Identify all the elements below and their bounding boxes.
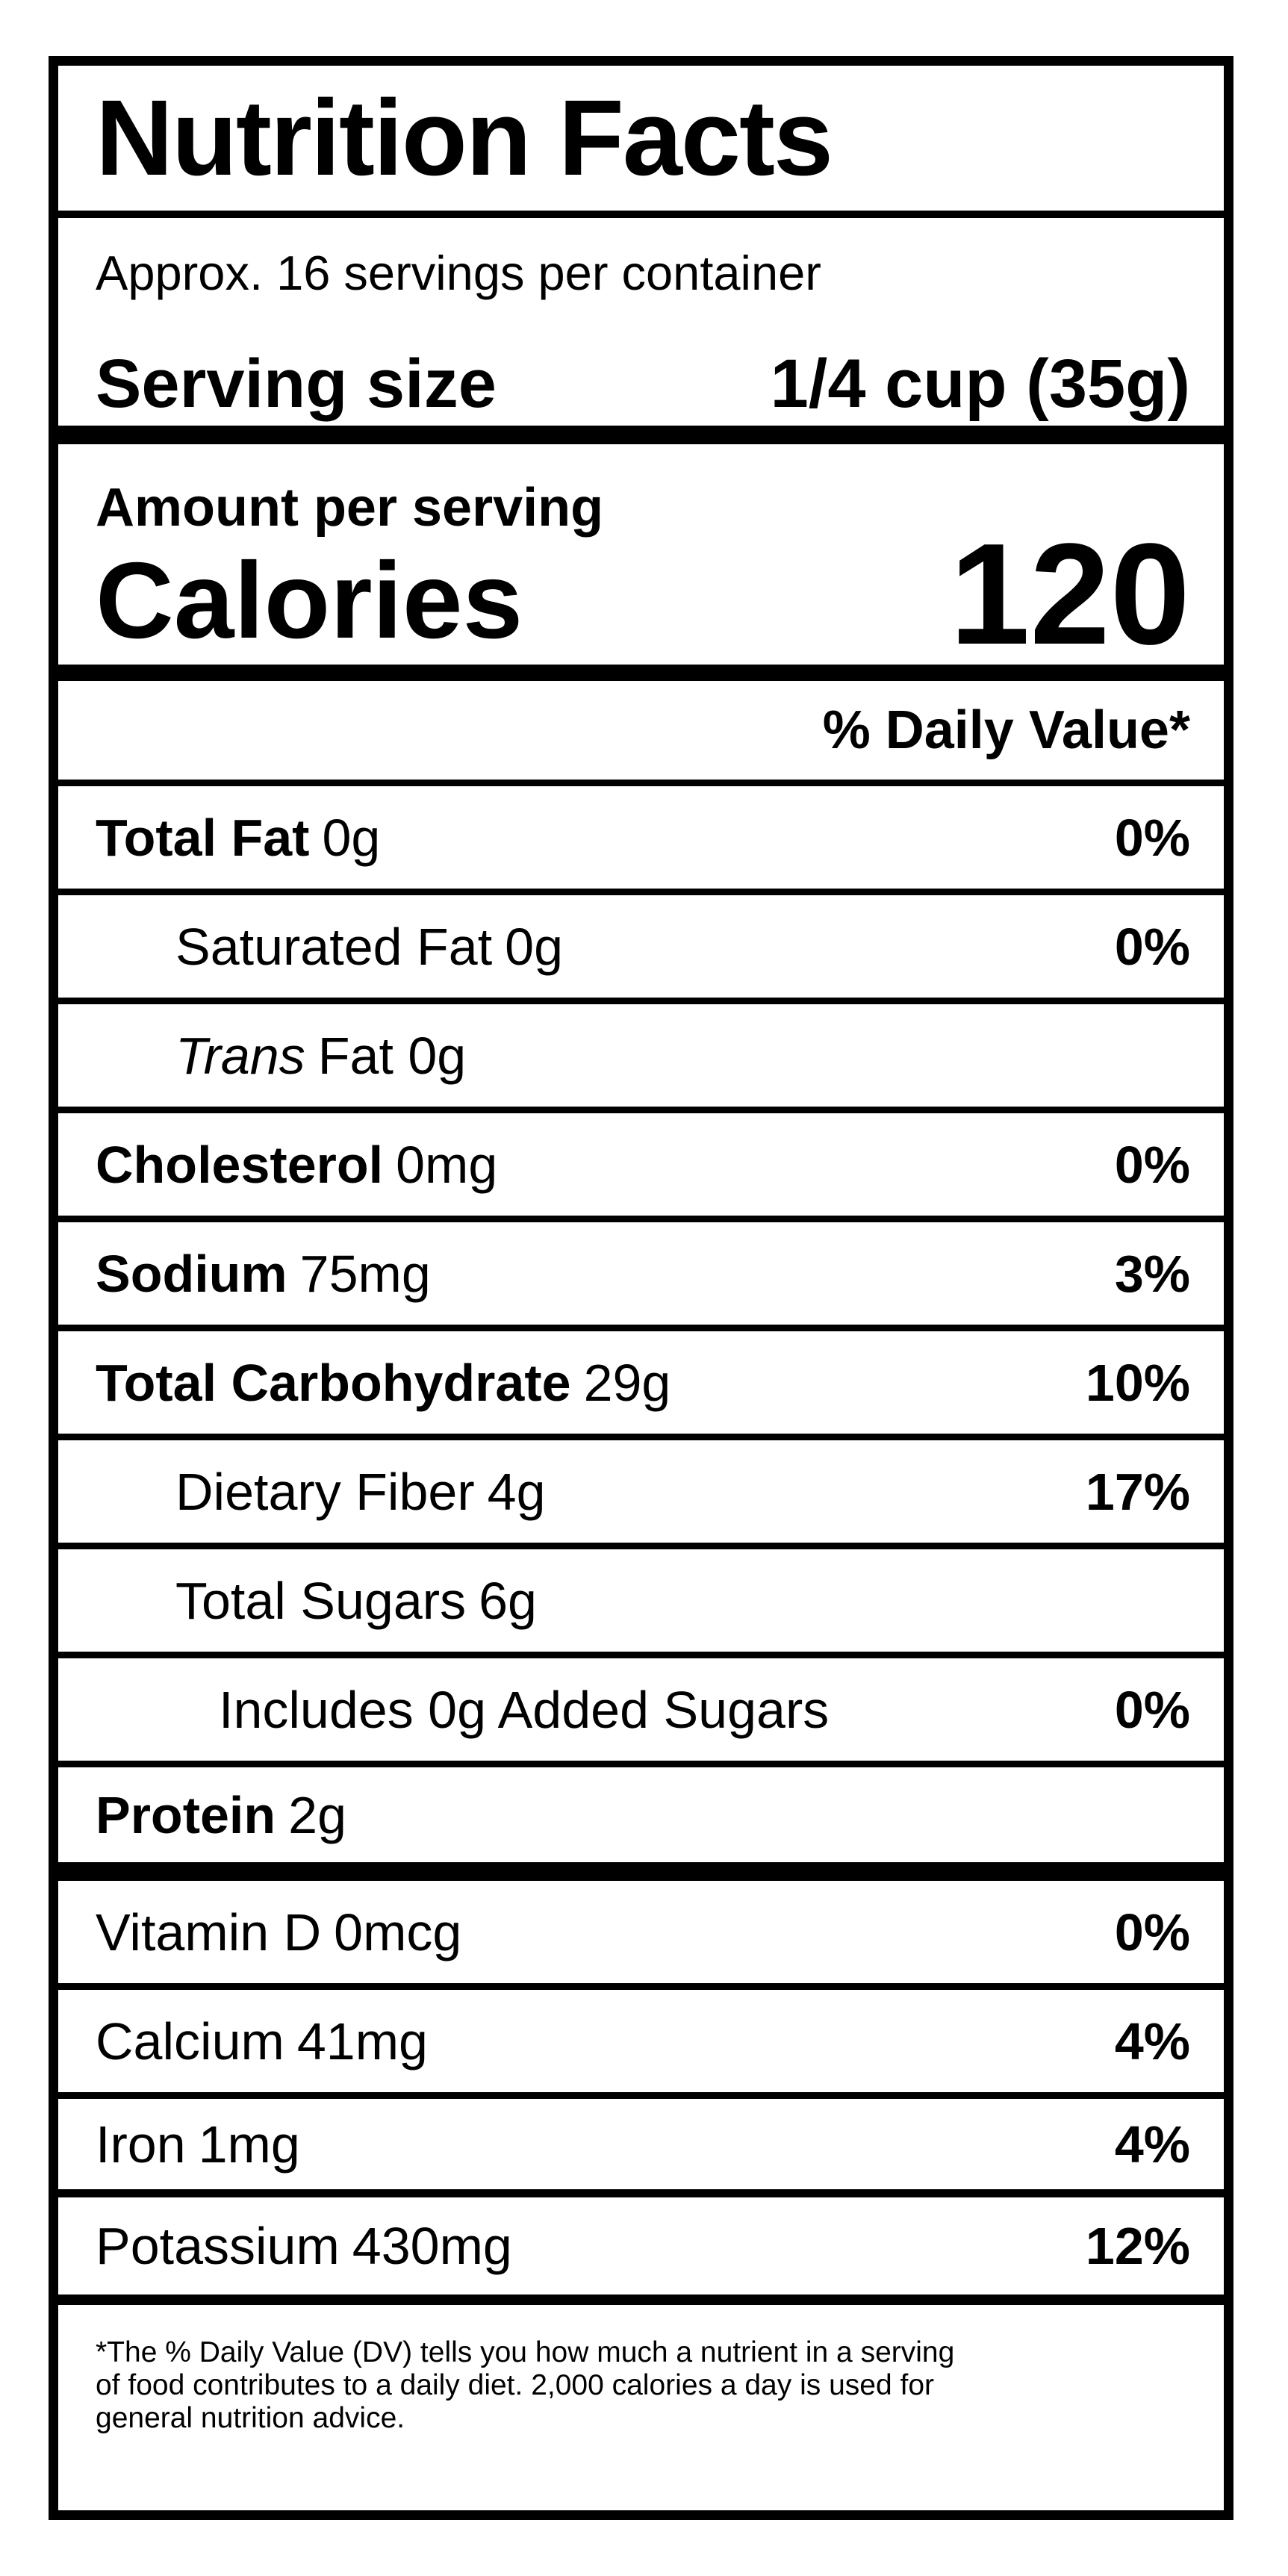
- nutrient-text: Protein 2g: [96, 1789, 346, 1841]
- nutrient-name: Potassium: [96, 2217, 340, 2275]
- nutrient-name: Iron: [96, 2115, 186, 2174]
- nutrition-facts-label: Nutrition Facts Approx. 16 servings per …: [49, 56, 1233, 2520]
- nutrient-name: Vitamin D: [96, 1903, 322, 1961]
- nutrient-text: Vitamin D 0mcg: [96, 1906, 461, 1959]
- nutrient-dv: 12%: [1085, 2217, 1190, 2275]
- label-title: Nutrition Facts: [96, 78, 833, 198]
- nutrient-name: Trans: [175, 1026, 305, 1085]
- nutrient-dv: 17%: [1085, 1462, 1190, 1521]
- nutrient-dv: 0%: [1114, 808, 1190, 867]
- nutrient-name: Saturated Fat: [175, 917, 493, 976]
- serving-size-label: Serving size: [96, 346, 497, 422]
- nutrient-text: Calcium 41mg: [96, 2015, 428, 2068]
- nutrient-row-calcium: Calcium 41mg 4%: [58, 1990, 1224, 2099]
- nutrient-row-total-carbohydrate: Total Carbohydrate 29g 10%: [58, 1331, 1224, 1440]
- nutrient-text: Sodium 75mg: [96, 1248, 431, 1300]
- footnote-line: of food contributes to a daily diet. 2,0…: [96, 2369, 935, 2401]
- calories-section: Amount per serving Calories 120: [58, 444, 1224, 681]
- nutrient-amount: 75mg: [299, 1244, 431, 1303]
- nutrient-text: Trans Fat 0g: [96, 1030, 466, 1082]
- calories-left-block: Amount per serving Calories: [96, 478, 604, 662]
- footnote-line: general nutrition advice.: [96, 2402, 405, 2434]
- nutrient-dv: 4%: [1114, 2115, 1190, 2174]
- nutrient-name: Sodium: [96, 1244, 287, 1303]
- nutrient-amount: 430mg: [352, 2217, 512, 2275]
- nutrient-row-dietary-fiber: Dietary Fiber 4g 17%: [58, 1440, 1224, 1549]
- nutrient-name: Includes 0g Added Sugars: [219, 1680, 830, 1739]
- nutrient-amount: 0g: [505, 917, 564, 976]
- nutrient-row-total-fat: Total Fat 0g 0%: [58, 786, 1224, 895]
- nutrient-dv: 10%: [1085, 1353, 1190, 1412]
- nutrient-amount: Fat 0g: [317, 1026, 467, 1085]
- nutrient-text: Total Sugars 6g: [96, 1575, 537, 1627]
- serving-size-value: 1/4 cup (35g): [770, 346, 1190, 422]
- nutrient-text: Includes 0g Added Sugars: [96, 1684, 829, 1736]
- nutrient-dv: 3%: [1114, 1244, 1190, 1303]
- nutrient-row-iron: Iron 1mg 4%: [58, 2099, 1224, 2197]
- nutrient-text: Iron 1mg: [96, 2118, 300, 2171]
- nutrient-text: Saturated Fat 0g: [96, 921, 563, 973]
- daily-value-header: % Daily Value*: [58, 681, 1224, 786]
- nutrient-dv: 0%: [1114, 1903, 1190, 1961]
- nutrient-amount: 41mg: [296, 2012, 428, 2071]
- daily-value-header-text: % Daily Value*: [822, 700, 1190, 760]
- nutrient-text: Potassium 430mg: [96, 2220, 512, 2272]
- nutrient-dv: 0%: [1114, 1680, 1190, 1739]
- footnote: *The % Daily Value (DV) tells you how mu…: [58, 2305, 1224, 2510]
- nutrient-amount: 29g: [583, 1353, 671, 1412]
- servings-per-container: Approx. 16 servings per container: [96, 246, 821, 300]
- serving-section: Approx. 16 servings per container Servin…: [58, 218, 1224, 444]
- nutrient-amount: 6g: [479, 1571, 537, 1630]
- nutrient-name: Total Fat: [96, 808, 310, 867]
- nutrient-row-potassium: Potassium 430mg 12%: [58, 2197, 1224, 2305]
- nutrient-name: Protein: [96, 1785, 276, 1844]
- nutrient-text: Dietary Fiber 4g: [96, 1466, 546, 1518]
- amount-per-serving-label: Amount per serving: [96, 478, 604, 538]
- nutrient-dv: 0%: [1114, 917, 1190, 976]
- nutrient-row-total-sugars: Total Sugars 6g: [58, 1549, 1224, 1658]
- calories-value: 120: [949, 512, 1190, 674]
- nutrient-text: Total Fat 0g: [96, 812, 380, 864]
- nutrient-dv: 4%: [1114, 2012, 1190, 2071]
- title-section: Nutrition Facts: [58, 66, 1224, 218]
- nutrient-amount: 0mcg: [334, 1903, 462, 1961]
- nutrient-amount: 4g: [487, 1462, 546, 1521]
- calories-label: Calories: [96, 540, 523, 662]
- nutrient-name: Total Sugars: [175, 1571, 467, 1630]
- nutrient-row-saturated-fat: Saturated Fat 0g 0%: [58, 895, 1224, 1004]
- footnote-line: *The % Daily Value (DV) tells you how mu…: [96, 2336, 955, 2368]
- nutrient-name: Calcium: [96, 2012, 284, 2071]
- nutrient-amount: 0mg: [396, 1135, 498, 1194]
- nutrient-row-vitamin-d: Vitamin D 0mcg 0%: [58, 1881, 1224, 1990]
- nutrient-amount: 2g: [288, 1785, 347, 1844]
- nutrient-amount: 1mg: [198, 2115, 300, 2174]
- nutrient-row-trans-fat: Trans Fat 0g: [58, 1004, 1224, 1113]
- nutrient-text: Total Carbohydrate 29g: [96, 1357, 671, 1409]
- nutrient-name: Dietary Fiber: [175, 1462, 475, 1521]
- nutrient-row-added-sugars: Includes 0g Added Sugars 0%: [58, 1658, 1224, 1767]
- nutrient-text: Cholesterol 0mg: [96, 1139, 497, 1191]
- serving-size-row: Serving size 1/4 cup (35g): [96, 349, 1190, 418]
- nutrient-dv: 0%: [1114, 1135, 1190, 1194]
- nutrient-name: Total Carbohydrate: [96, 1353, 571, 1412]
- nutrient-row-protein: Protein 2g: [58, 1767, 1224, 1881]
- nutrient-name: Cholesterol: [96, 1135, 384, 1194]
- nutrient-amount: 0g: [322, 808, 381, 867]
- nutrient-row-sodium: Sodium 75mg 3%: [58, 1222, 1224, 1331]
- nutrient-row-cholesterol: Cholesterol 0mg 0%: [58, 1113, 1224, 1222]
